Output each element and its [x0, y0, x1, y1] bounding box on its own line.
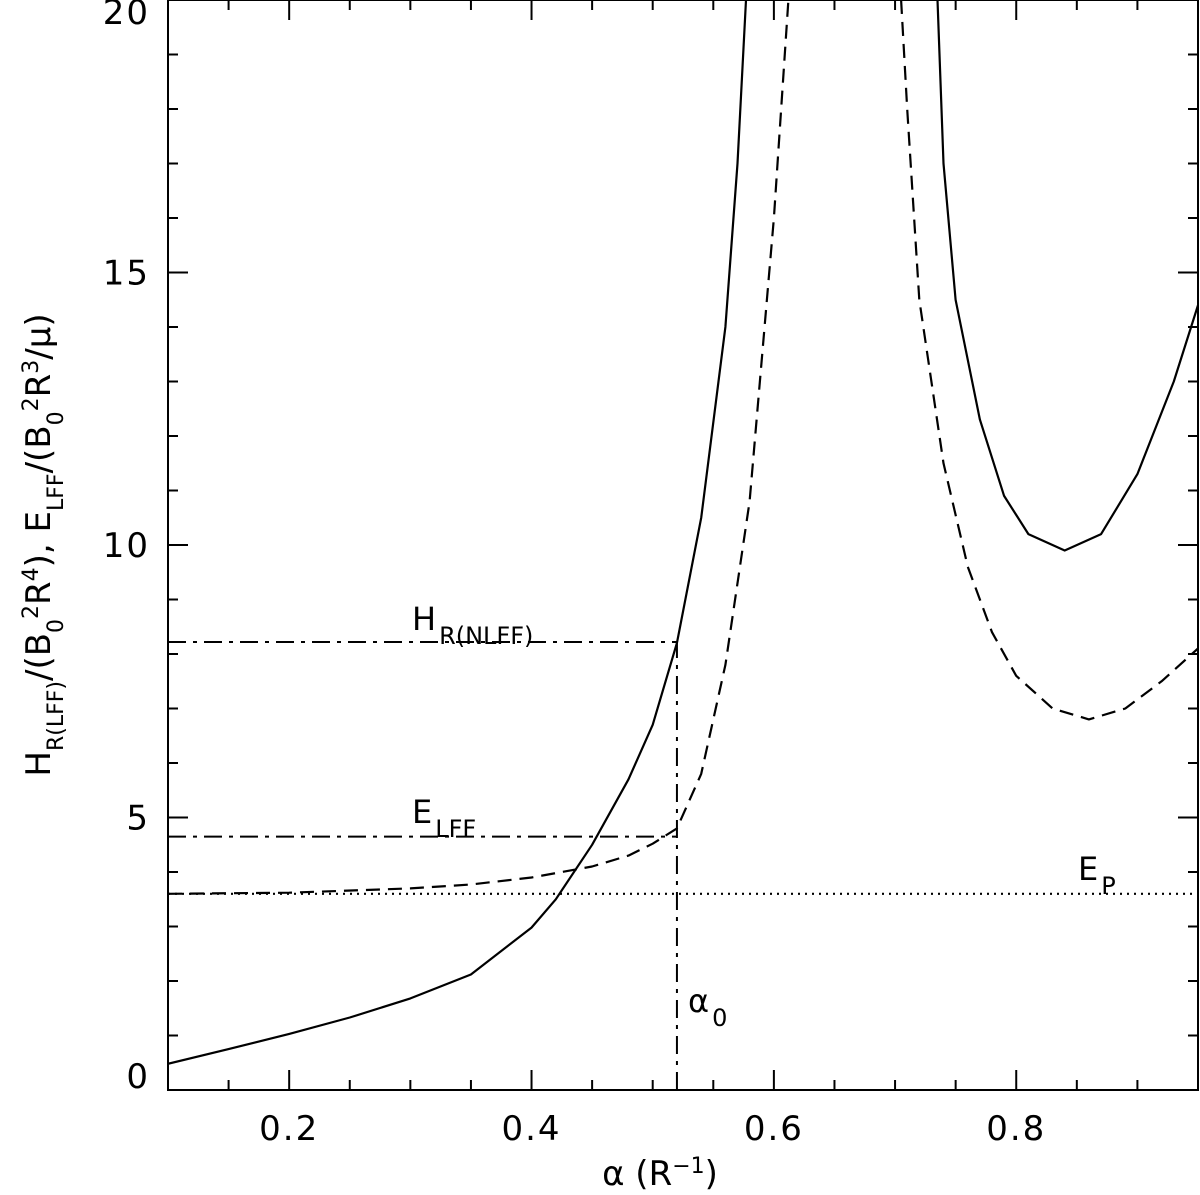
- series-line-2-solid: [936, 0, 1198, 552]
- y-axis-title: HR(LFF)/(B02R4), ELFF/(B02R3/μ): [19, 313, 69, 776]
- annotation-e-lff: E LFF: [412, 793, 476, 843]
- y-tick-label: 0: [126, 1057, 150, 1097]
- series-layer: [168, 0, 1198, 1065]
- series-line-1-solid: [168, 0, 748, 1065]
- x-tick-label: 0.8: [986, 1109, 1046, 1149]
- series-line-4-dashed: [900, 0, 1198, 721]
- tick-labels: 0.2 0.4 0.6 0.8 0 5 10 15 20: [103, 0, 1046, 1149]
- y-tick-label: 5: [126, 799, 150, 839]
- y-tick-label: 15: [103, 254, 150, 294]
- series-line-3-dashed: [168, 0, 790, 895]
- x-tick-label: 0.2: [259, 1109, 319, 1149]
- x-tick-label: 0.6: [744, 1109, 804, 1149]
- y-tick-label: 10: [103, 526, 150, 566]
- annotation-h-nlff: H R(NLFF): [412, 600, 533, 650]
- x-axis-title: α (R−1): [602, 1154, 718, 1195]
- annotations: H R(NLFF) E LFF E P α 0: [412, 600, 1116, 1032]
- x-tick-label: 0.4: [501, 1109, 561, 1149]
- axis-ticks: [167, 0, 1199, 1091]
- y-tick-label: 20: [103, 0, 150, 33]
- reference-lines: [168, 641, 1198, 1090]
- axis-titles: α (R−1) HR(LFF)/(B02R4), ELFF/(B02R3/μ): [19, 313, 718, 1194]
- plot-frame: [167, 0, 1199, 1091]
